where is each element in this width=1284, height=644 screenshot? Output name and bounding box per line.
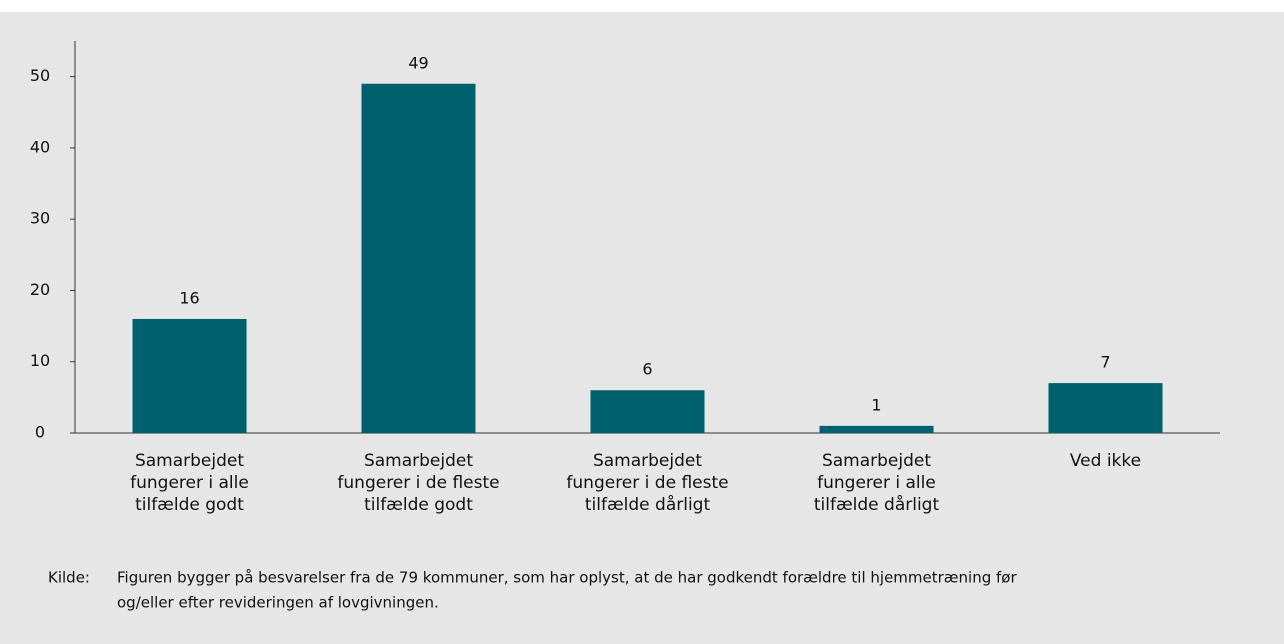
source-label: Kilde: bbox=[48, 569, 90, 587]
x-tick-label: Samarbejdet bbox=[135, 451, 244, 471]
x-tick-label: tilfælde godt bbox=[135, 495, 244, 515]
x-tick-label: tilfælde dårligt bbox=[814, 494, 940, 515]
y-tick-label: 40 bbox=[30, 137, 50, 156]
bar bbox=[1048, 383, 1163, 433]
bar bbox=[819, 425, 934, 433]
source-text: og/eller efter revideringen af lovgivnin… bbox=[117, 594, 439, 612]
x-tick-label: tilfælde godt bbox=[364, 495, 473, 515]
bar bbox=[590, 390, 705, 433]
y-tick-label: 0 bbox=[35, 423, 45, 442]
bar bbox=[132, 318, 247, 433]
x-tick-label: Samarbejdet bbox=[822, 451, 931, 471]
y-tick-label: 10 bbox=[30, 351, 50, 370]
y-tick-label: 30 bbox=[30, 209, 50, 228]
y-tick-label: 50 bbox=[30, 66, 50, 85]
x-tick-label: fungerer i de fleste bbox=[566, 473, 728, 493]
data-label: 7 bbox=[1100, 353, 1110, 372]
y-tick-label: 20 bbox=[30, 280, 50, 299]
x-tick-label: Samarbejdet bbox=[364, 451, 473, 471]
x-tick-label: tilfælde dårligt bbox=[585, 494, 711, 515]
data-label: 6 bbox=[642, 360, 652, 379]
data-label: 16 bbox=[179, 288, 199, 307]
bar bbox=[361, 83, 476, 433]
x-tick-label: fungerer i de fleste bbox=[337, 473, 499, 493]
x-tick-label: fungerer i alle bbox=[130, 473, 249, 493]
x-tick-label: fungerer i alle bbox=[817, 473, 936, 493]
data-label: 49 bbox=[408, 53, 428, 72]
x-tick-label: Ved ikke bbox=[1070, 451, 1141, 471]
data-label: 1 bbox=[871, 395, 881, 414]
source-text: Figuren bygger på besvarelser fra de 79 … bbox=[117, 569, 1017, 587]
x-tick-label: Samarbejdet bbox=[593, 451, 702, 471]
